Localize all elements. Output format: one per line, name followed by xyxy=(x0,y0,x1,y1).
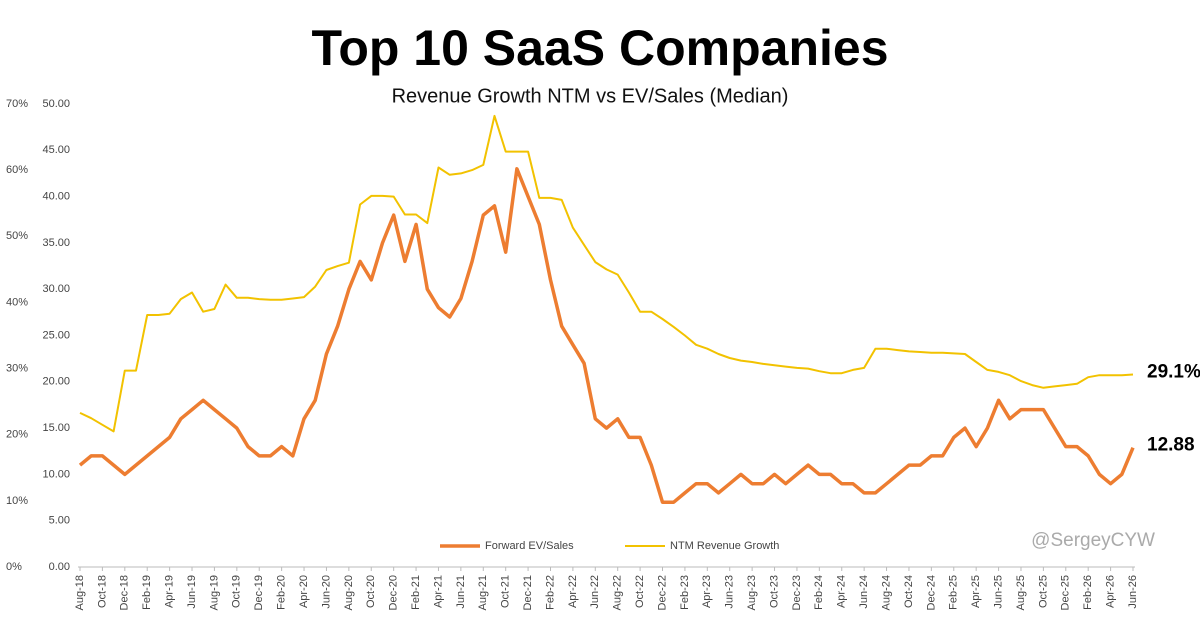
x-tick-label: Apr-23 xyxy=(701,575,713,608)
x-tick-label: Oct-19 xyxy=(231,575,243,608)
x-tick-label: Aug-21 xyxy=(477,575,489,610)
x-tick-label: Jun-19 xyxy=(186,575,198,609)
x-tick-label: Dec-25 xyxy=(1060,575,1072,610)
x-tick-label: Feb-21 xyxy=(410,575,422,610)
end-label: 12.88 xyxy=(1147,435,1195,456)
y2-tick-label: 60% xyxy=(6,164,28,176)
y2-tick-label: 50% xyxy=(6,230,28,242)
x-tick-label: Dec-20 xyxy=(388,575,400,610)
chart-title: Top 10 SaaS Companies xyxy=(311,20,888,76)
x-tick-label: Aug-20 xyxy=(343,575,355,610)
x-tick-label: Oct-24 xyxy=(903,575,915,608)
y-tick-label: 45.00 xyxy=(42,144,70,156)
x-tick-label: Feb-22 xyxy=(544,575,556,610)
x-tick-label: Oct-22 xyxy=(634,575,646,608)
x-tick-label: Feb-20 xyxy=(276,575,288,610)
y-tick-label: 30.00 xyxy=(42,283,70,295)
x-tick-label: Oct-23 xyxy=(768,575,780,608)
x-tick-label: Dec-24 xyxy=(925,575,937,610)
y-tick-label: 50.00 xyxy=(42,98,70,110)
watermark: @SergeyCYW xyxy=(1031,530,1155,551)
x-tick-label: Apr-24 xyxy=(836,575,848,608)
x-tick-label: Aug-22 xyxy=(612,575,624,610)
x-tick-label: Aug-25 xyxy=(1015,575,1027,610)
x-tick-label: Dec-19 xyxy=(253,575,265,610)
x-tick-label: Feb-19 xyxy=(141,575,153,610)
y-tick-label: 25.00 xyxy=(42,329,70,341)
x-tick-label: Jun-22 xyxy=(589,575,601,609)
x-tick-label: Dec-23 xyxy=(791,575,803,610)
x-tick-label: Apr-21 xyxy=(432,575,444,608)
y-tick-label: 10.00 xyxy=(42,468,70,480)
x-tick-label: Dec-22 xyxy=(656,575,668,610)
y-tick-label: 20.00 xyxy=(42,376,70,388)
x-tick-label: Aug-19 xyxy=(208,575,220,610)
y2-tick-label: 70% xyxy=(6,98,28,110)
series-line xyxy=(78,167,1135,504)
x-tick-label: Apr-22 xyxy=(567,575,579,608)
x-tick-label: Jun-20 xyxy=(320,575,332,609)
x-tick-label: Feb-24 xyxy=(813,575,825,610)
chart-subtitle: Revenue Growth NTM vs EV/Sales (Median) xyxy=(392,85,789,107)
y-tick-label: 35.00 xyxy=(42,237,70,249)
y-tick-label: 15.00 xyxy=(42,422,70,434)
end-label: 29.1% xyxy=(1147,362,1200,383)
y-tick-label: 40.00 xyxy=(42,191,70,203)
x-tick-label: Feb-26 xyxy=(1082,575,1094,610)
y-tick-label: 5.00 xyxy=(49,515,70,527)
x-tick-label: Jun-26 xyxy=(1127,575,1139,609)
x-tick-label: Oct-21 xyxy=(500,575,512,608)
x-tick-label: Apr-20 xyxy=(298,575,310,608)
y2-tick-label: 0% xyxy=(6,561,22,573)
x-tick-label: Jun-25 xyxy=(992,575,1004,609)
x-tick-label: Jun-21 xyxy=(455,575,467,609)
x-tick-label: Dec-21 xyxy=(522,575,534,610)
x-tick-label: Jun-24 xyxy=(858,575,870,609)
y2-tick-label: 30% xyxy=(6,362,28,374)
series-line xyxy=(79,114,1134,433)
x-tick-label: Aug-18 xyxy=(74,575,86,610)
x-tick-label: Oct-18 xyxy=(96,575,108,608)
y2-tick-label: 40% xyxy=(6,296,28,308)
y2-tick-label: 20% xyxy=(6,429,28,441)
x-tick-label: Apr-19 xyxy=(164,575,176,608)
x-tick-label: Feb-23 xyxy=(679,575,691,610)
y-tick-label: 0.00 xyxy=(49,561,70,573)
legend-label: NTM Revenue Growth xyxy=(670,540,779,552)
x-tick-label: Feb-25 xyxy=(948,575,960,610)
x-tick-label: Dec-18 xyxy=(119,575,131,610)
x-tick-label: Aug-23 xyxy=(746,575,758,610)
x-tick-label: Aug-24 xyxy=(880,575,892,610)
x-tick-label: Apr-26 xyxy=(1105,575,1117,608)
y2-tick-label: 10% xyxy=(6,495,28,507)
x-tick-label: Oct-20 xyxy=(365,575,377,608)
x-tick-label: Jun-23 xyxy=(724,575,736,609)
x-tick-label: Oct-25 xyxy=(1037,575,1049,608)
legend-label: Forward EV/Sales xyxy=(485,540,574,552)
x-tick-label: Apr-25 xyxy=(970,575,982,608)
